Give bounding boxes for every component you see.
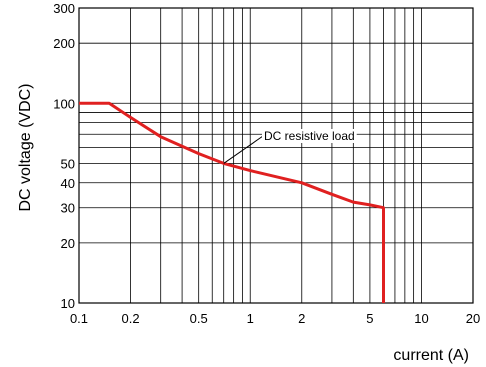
y-tick-label: 20 — [61, 236, 75, 251]
x-tick-labels: 0.1 0.2 0.5 1 2 5 10 20 — [70, 311, 480, 326]
y-tick-label: 30 — [61, 201, 75, 216]
x-tick-label: 1 — [247, 311, 254, 326]
annotation-layer: DC resistive load — [223, 129, 357, 164]
x-tick-label: 0.5 — [190, 311, 208, 326]
annotation-label: DC resistive load — [264, 129, 355, 143]
series-line — [79, 101, 385, 303]
annotation-background — [262, 129, 357, 143]
y-axis-label: DC voltage (VDC) — [17, 83, 34, 211]
y-tick-label: 300 — [53, 1, 75, 16]
x-tick-label: 0.2 — [122, 311, 140, 326]
x-tick-label: 10 — [414, 311, 428, 326]
grid — [78, 7, 474, 304]
x-tick-label: 20 — [466, 311, 480, 326]
y-tick-label: 40 — [61, 176, 75, 191]
y-tick-label: 100 — [53, 96, 75, 111]
annotation-leader — [223, 135, 264, 164]
x-tick-label: 0.1 — [70, 311, 88, 326]
y-tick-label: 200 — [53, 36, 75, 51]
series-layer — [79, 101, 385, 303]
x-tick-label: 2 — [298, 311, 305, 326]
plot-frame — [78, 7, 474, 304]
x-axis-label: current (A) — [393, 347, 469, 364]
y-tick-label: 10 — [61, 296, 75, 311]
y-tick-label: 50 — [61, 156, 75, 171]
x-tick-label: 5 — [366, 311, 373, 326]
y-tick-labels: 10 20 30 40 50 100 200 300 — [53, 1, 75, 311]
